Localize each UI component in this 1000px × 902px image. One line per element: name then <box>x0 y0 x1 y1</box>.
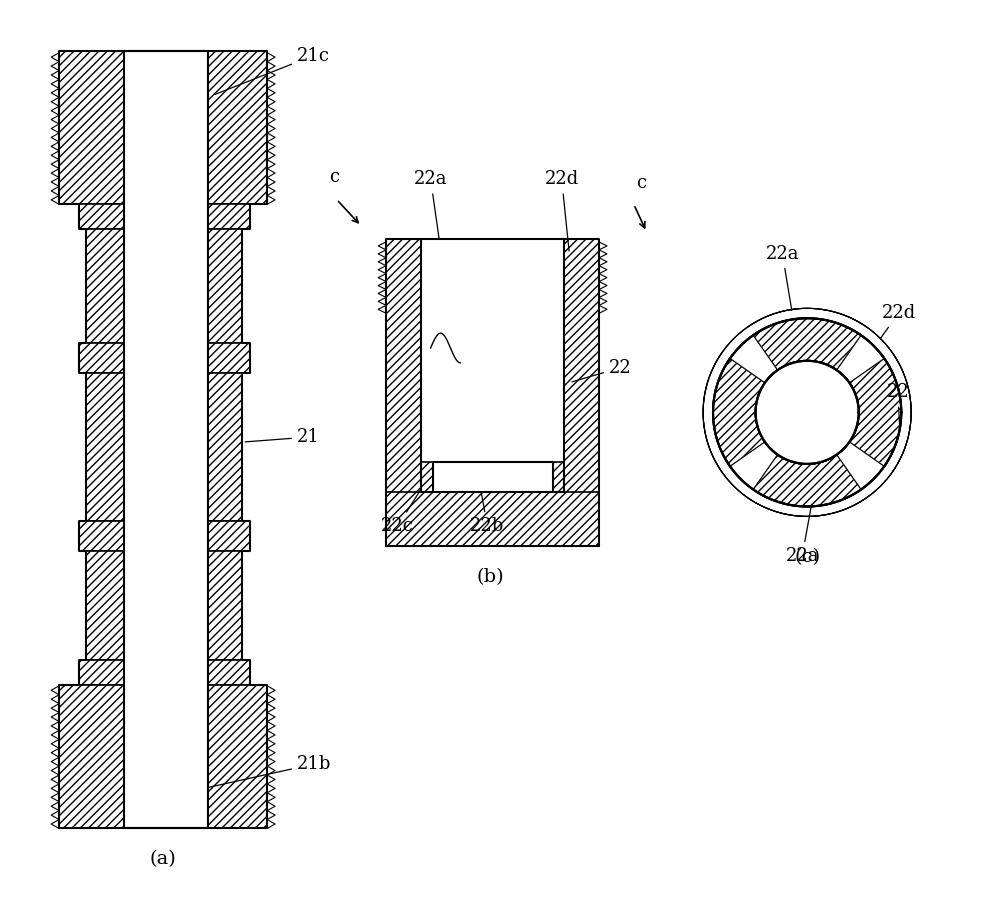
Text: (c): (c) <box>794 548 820 566</box>
Bar <box>79 343 124 373</box>
Text: c: c <box>329 169 340 187</box>
Bar <box>553 462 564 492</box>
Text: 22: 22 <box>572 359 632 382</box>
Wedge shape <box>836 441 885 491</box>
Text: (b): (b) <box>476 567 504 585</box>
Bar <box>208 660 250 685</box>
Bar <box>79 521 124 551</box>
Text: 22d: 22d <box>880 304 916 338</box>
Circle shape <box>713 318 901 507</box>
Bar <box>208 51 267 204</box>
Text: 21b: 21b <box>196 755 331 790</box>
Text: 22b: 22b <box>470 490 505 535</box>
Bar <box>208 229 242 343</box>
Text: 22: 22 <box>886 383 909 426</box>
Bar <box>208 685 267 828</box>
Bar <box>208 204 250 229</box>
Text: 22a: 22a <box>766 244 799 310</box>
Text: 22d: 22d <box>545 170 579 251</box>
Bar <box>564 239 599 546</box>
Bar <box>59 51 124 204</box>
Bar <box>86 551 124 660</box>
Bar <box>433 462 553 492</box>
Bar <box>59 685 124 828</box>
Bar <box>208 373 242 521</box>
Bar <box>79 660 124 685</box>
Wedge shape <box>836 335 885 383</box>
Text: 22c: 22c <box>381 484 424 535</box>
Bar <box>86 373 124 521</box>
Circle shape <box>756 361 859 464</box>
Bar <box>86 229 124 343</box>
Text: 22a: 22a <box>785 504 819 565</box>
Text: (a): (a) <box>150 850 177 868</box>
Bar <box>421 462 433 492</box>
Bar <box>124 51 208 828</box>
Circle shape <box>756 361 859 464</box>
Bar <box>421 239 564 492</box>
Bar <box>208 343 250 373</box>
Text: 21: 21 <box>245 428 320 446</box>
Wedge shape <box>729 335 778 383</box>
Wedge shape <box>729 441 778 491</box>
Bar <box>208 551 242 660</box>
Bar <box>79 204 124 229</box>
Bar <box>208 521 250 551</box>
Text: 22a: 22a <box>414 170 447 246</box>
Bar <box>386 239 421 546</box>
Text: 21c: 21c <box>215 47 330 95</box>
Bar <box>386 492 599 546</box>
Text: c: c <box>636 174 646 192</box>
